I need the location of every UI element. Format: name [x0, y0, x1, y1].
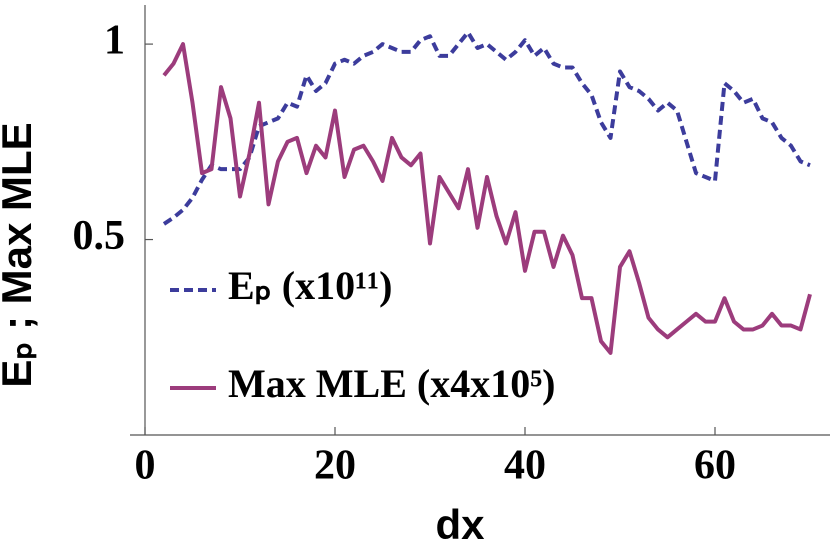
x-tick-label: 0 — [135, 443, 156, 489]
x-tick-label: 20 — [314, 443, 356, 489]
y-tick-label: 1 — [104, 18, 125, 64]
series-line — [162, 42, 812, 355]
y-axis-label: Eₚ ; Max MLE — [0, 122, 40, 387]
x-tick-label: 60 — [694, 443, 736, 489]
x-tick-label: 40 — [504, 443, 546, 489]
y-tick-label: 0.5 — [73, 213, 126, 259]
x-axis-label: dx — [435, 501, 485, 545]
legend-label: Max MLE (x4x10⁵) — [228, 361, 556, 406]
legend-label: Eₚ (x10¹¹) — [228, 263, 392, 308]
